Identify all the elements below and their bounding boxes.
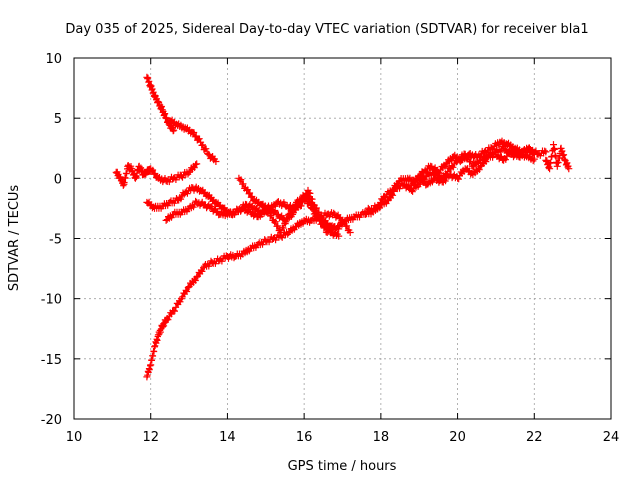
series-arc-c <box>143 209 354 381</box>
x-tick-label: 10 <box>66 430 83 445</box>
chart-title: Day 035 of 2025, Sidereal Day-to-day VTE… <box>65 22 588 37</box>
series-trace <box>167 116 218 164</box>
x-tick-label: 18 <box>373 430 390 445</box>
series-arc-g <box>235 174 343 240</box>
series-arc-d <box>112 160 201 189</box>
series-trace <box>236 176 341 239</box>
y-tick-label: -15 <box>41 353 62 368</box>
x-tick-label: 22 <box>526 430 543 445</box>
series-trace <box>144 74 177 135</box>
data-marks <box>112 73 573 381</box>
x-tick-label: 16 <box>296 430 313 445</box>
y-tick-label: -20 <box>41 413 62 428</box>
y-tick-label: 5 <box>54 112 62 127</box>
data-point <box>408 180 415 188</box>
series-trace <box>409 146 537 189</box>
grid-lines <box>74 58 611 419</box>
y-tick-label: -10 <box>41 293 62 308</box>
y-tick-labels: -20 -15 -10 -5 0 5 10 <box>41 52 62 428</box>
x-tick-label: 24 <box>603 430 620 445</box>
series-trace <box>144 209 353 379</box>
y-axis-label: SDTVAR / TECUs <box>7 185 22 292</box>
data-point <box>335 223 343 230</box>
x-tick-label: 20 <box>449 430 466 445</box>
series-trace <box>113 161 199 189</box>
y-tick-label: -5 <box>49 233 62 248</box>
series-arc-k <box>542 141 573 173</box>
x-tick-label: 14 <box>219 430 236 445</box>
series-arc-b <box>166 116 220 165</box>
y-tick-label: 10 <box>45 52 62 67</box>
series-arc-j <box>408 146 538 189</box>
y-tick-label: 0 <box>54 172 62 187</box>
x-axis-label: GPS time / hours <box>288 459 397 474</box>
axis-ticks <box>73 57 612 420</box>
x-tick-labels: 10 12 14 16 18 20 22 24 <box>66 430 620 445</box>
series-arc-a <box>143 73 178 135</box>
series-trace <box>543 145 572 171</box>
x-tick-label: 12 <box>142 430 159 445</box>
